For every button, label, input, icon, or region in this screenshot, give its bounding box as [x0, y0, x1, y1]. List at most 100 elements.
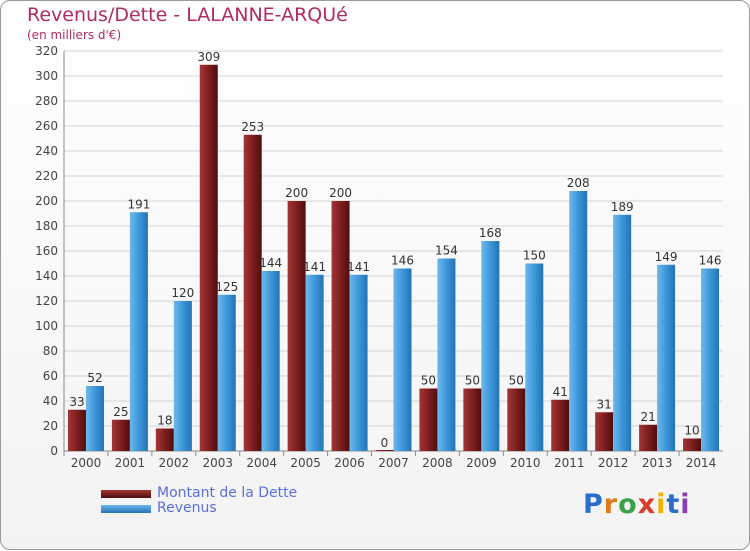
- y-tick-label: 260: [35, 119, 58, 133]
- y-tick-label: 300: [35, 69, 58, 83]
- bar-debt: [375, 450, 394, 451]
- y-tick-label: 160: [35, 244, 58, 258]
- bar-debt: [67, 409, 86, 451]
- legend-swatch-debt: [101, 490, 151, 498]
- y-tick-label: 100: [35, 319, 58, 333]
- y-tick-label: 40: [43, 394, 58, 408]
- y-tick-label: 320: [35, 44, 58, 58]
- data-label-revenue: 150: [523, 249, 546, 263]
- data-label-debt: 25: [113, 405, 128, 419]
- bar-debt: [331, 201, 350, 451]
- x-tick-label: 2001: [115, 456, 146, 470]
- bar-revenue: [85, 386, 104, 451]
- data-label-debt: 253: [241, 120, 264, 134]
- y-tick-label: 220: [35, 169, 58, 183]
- data-label-debt: 33: [69, 395, 84, 409]
- data-label-revenue: 208: [567, 176, 590, 190]
- logo-letter: x: [637, 489, 657, 520]
- data-label-debt: 18: [157, 414, 172, 428]
- chart-subtitle: (en milliers d'€): [27, 28, 122, 42]
- y-tick-label: 200: [35, 194, 58, 208]
- data-label-revenue: 141: [347, 260, 370, 274]
- bar-debt: [683, 438, 702, 451]
- data-label-debt: 200: [329, 186, 352, 200]
- data-label-revenue: 120: [171, 286, 194, 300]
- logo-letter: i: [656, 489, 667, 520]
- logo-letter: r: [603, 489, 619, 520]
- data-label-debt: 31: [597, 397, 612, 411]
- data-label-revenue: 191: [127, 197, 150, 211]
- logo-letter: P: [583, 489, 604, 520]
- data-label-revenue: 168: [479, 226, 502, 240]
- y-tick-label: 60: [43, 369, 58, 383]
- bar-debt: [639, 424, 658, 451]
- data-label-debt: 41: [553, 385, 568, 399]
- y-tick-label: 80: [43, 344, 58, 358]
- data-label-revenue: 154: [435, 244, 458, 258]
- bar-revenue: [305, 274, 324, 451]
- data-label-revenue: 125: [215, 280, 238, 294]
- data-label-revenue: 144: [259, 256, 282, 270]
- x-tick-label: 2013: [642, 456, 673, 470]
- data-label-revenue: 146: [391, 254, 414, 268]
- data-label-debt: 10: [684, 424, 699, 438]
- data-label-debt: 0: [381, 436, 389, 450]
- y-tick-label: 120: [35, 294, 58, 308]
- y-tick-label: 140: [35, 269, 58, 283]
- data-label-revenue: 149: [655, 250, 678, 264]
- data-label-revenue: 52: [87, 371, 102, 385]
- x-tick-label: 2006: [334, 456, 365, 470]
- x-tick-label: 2005: [290, 456, 321, 470]
- bar-revenue: [129, 212, 148, 451]
- data-label-debt: 200: [285, 186, 308, 200]
- x-tick-label: 2012: [598, 456, 629, 470]
- data-label-debt: 309: [197, 50, 220, 64]
- bar-revenue: [701, 268, 720, 451]
- y-tick-label: 180: [35, 219, 58, 233]
- bar-debt: [551, 399, 570, 451]
- legend-swatch-revenue: [101, 505, 151, 513]
- data-label-revenue: 189: [611, 200, 634, 214]
- logo-letter: t: [666, 489, 681, 520]
- logo-letter: i: [680, 489, 691, 520]
- bar-debt: [507, 388, 526, 451]
- data-label-revenue: 146: [699, 254, 722, 268]
- x-tick-label: 2008: [422, 456, 453, 470]
- bar-debt: [243, 134, 262, 451]
- legend-label-revenue: Revenus: [157, 500, 217, 516]
- x-tick-label: 2011: [554, 456, 585, 470]
- bar-debt: [199, 64, 218, 451]
- x-tick-label: 2014: [686, 456, 717, 470]
- proxiti-logo: Proxiti: [583, 489, 691, 520]
- bar-revenue: [393, 268, 412, 451]
- bar-debt: [287, 201, 306, 451]
- logo-letter: o: [618, 489, 638, 520]
- bar-revenue: [613, 214, 632, 451]
- bar-revenue: [657, 264, 676, 451]
- bar-revenue: [437, 258, 456, 451]
- bar-debt: [595, 412, 614, 451]
- data-label-revenue: 141: [303, 260, 326, 274]
- data-label-debt: 21: [640, 410, 655, 424]
- bar-revenue: [173, 301, 192, 451]
- x-tick-label: 2004: [246, 456, 277, 470]
- y-tick-label: 0: [50, 444, 58, 458]
- x-tick-label: 2010: [510, 456, 541, 470]
- x-tick-label: 2003: [202, 456, 233, 470]
- data-label-debt: 50: [465, 374, 480, 388]
- y-tick-label: 240: [35, 144, 58, 158]
- bar-debt: [111, 419, 130, 451]
- x-tick-label: 2009: [466, 456, 497, 470]
- bar-debt: [155, 428, 174, 451]
- bar-revenue: [349, 274, 368, 451]
- chart-title: Revenus/Dette - LALANNE-ARQUé: [27, 4, 348, 26]
- x-tick-label: 2000: [71, 456, 102, 470]
- x-tick-label: 2002: [159, 456, 190, 470]
- x-tick-label: 2007: [378, 456, 409, 470]
- y-tick-label: 280: [35, 94, 58, 108]
- bar-revenue: [261, 271, 280, 451]
- bar-revenue: [525, 263, 544, 451]
- data-label-debt: 50: [421, 374, 436, 388]
